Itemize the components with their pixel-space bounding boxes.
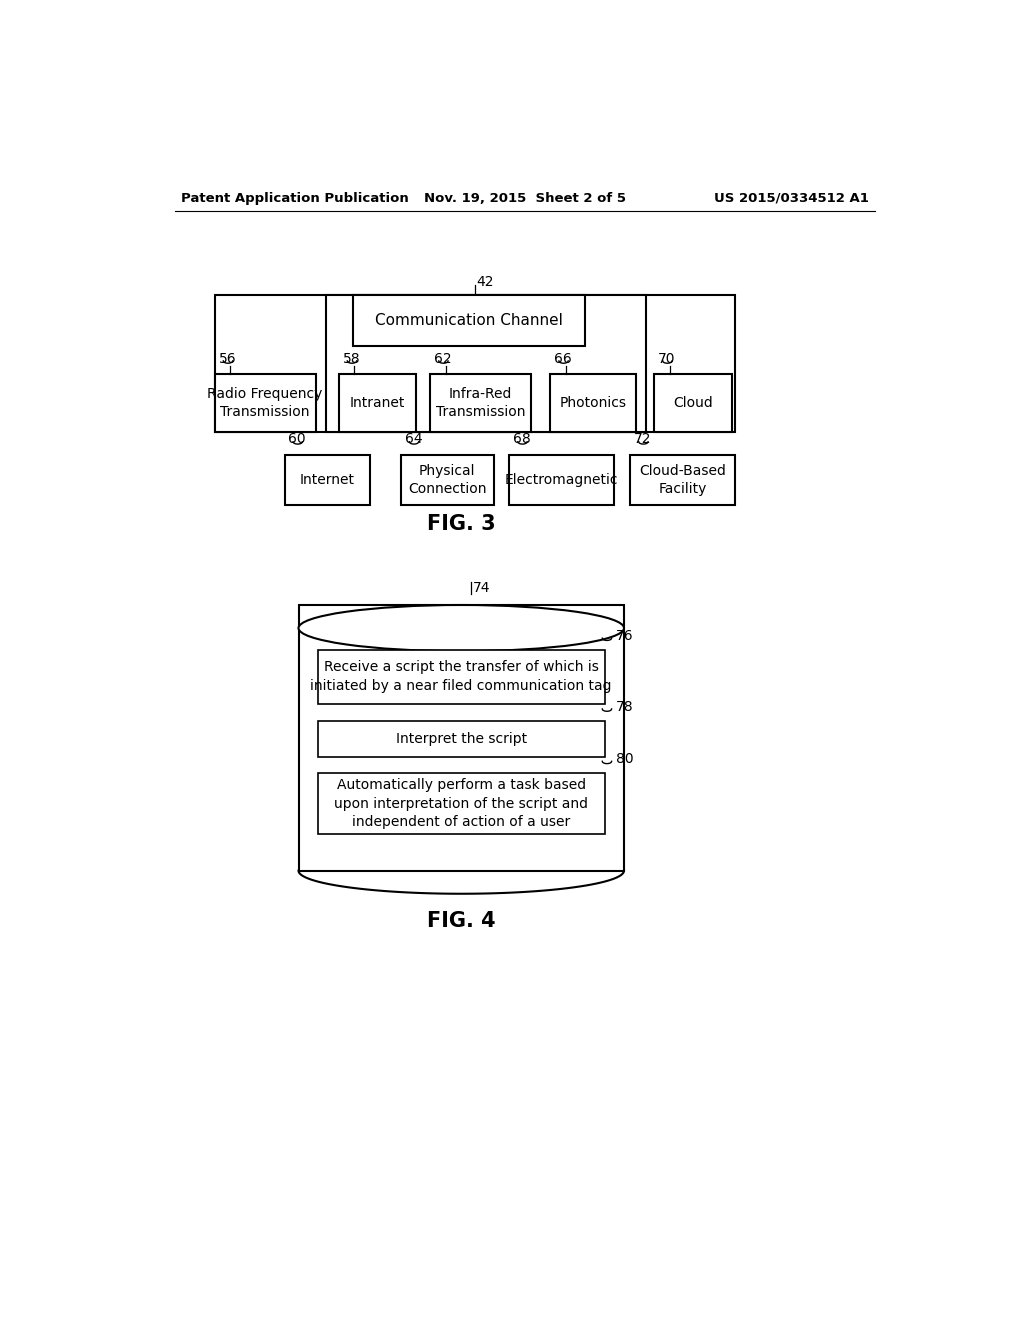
Bar [400,455,494,506]
Text: 42: 42 [477,275,495,289]
Text: Infra-Red
Transmission: Infra-Red Transmission [436,387,525,418]
Bar [317,649,604,704]
Text: US 2015/0334512 A1: US 2015/0334512 A1 [714,191,869,205]
Text: 68: 68 [513,433,530,446]
Text: Communication Channel: Communication Channel [375,313,563,327]
Text: Radio Frequency
Transmission: Radio Frequency Transmission [208,387,323,418]
Text: Patent Application Publication: Patent Application Publication [180,191,409,205]
Text: Internet: Internet [300,473,354,487]
Text: Photonics: Photonics [559,396,627,411]
Text: Interpret the script: Interpret the script [395,733,526,746]
Bar [339,374,417,432]
Text: Physical
Connection: Physical Connection [408,463,486,496]
Text: Cloud: Cloud [673,396,713,411]
Bar [352,296,586,346]
Text: Electromagnetic: Electromagnetic [505,473,618,487]
Text: 64: 64 [404,433,422,446]
Ellipse shape [299,605,624,651]
Text: FIG. 3: FIG. 3 [427,515,496,535]
Text: 62: 62 [434,351,452,366]
Text: 60: 60 [289,433,306,446]
Text: Nov. 19, 2015  Sheet 2 of 5: Nov. 19, 2015 Sheet 2 of 5 [424,191,626,205]
Bar [550,374,636,432]
Text: FIG. 4: FIG. 4 [427,911,496,931]
Text: 66: 66 [554,351,572,366]
Text: 72: 72 [634,433,651,446]
Bar [285,455,370,506]
Bar [509,455,614,506]
Bar [215,296,735,432]
Text: 70: 70 [658,351,676,366]
Text: 74: 74 [473,581,490,595]
Bar [326,296,646,432]
Text: Automatically perform a task based
upon interpretation of the script and
indepen: Automatically perform a task based upon … [334,779,588,829]
Bar [654,374,732,432]
Text: 58: 58 [343,351,360,366]
Text: 80: 80 [616,752,634,766]
Text: Intranet: Intranet [350,396,406,411]
Bar [317,721,604,758]
Bar [317,774,604,834]
Text: 56: 56 [219,351,237,366]
Bar [299,605,624,871]
Text: Cloud-Based
Facility: Cloud-Based Facility [639,463,726,496]
Bar [630,455,735,506]
Text: 76: 76 [616,628,634,643]
Text: 78: 78 [616,700,634,714]
Bar [430,374,531,432]
Text: Receive a script the transfer of which is
initiated by a near filed communicatio: Receive a script the transfer of which i… [310,660,612,693]
Bar [215,374,315,432]
